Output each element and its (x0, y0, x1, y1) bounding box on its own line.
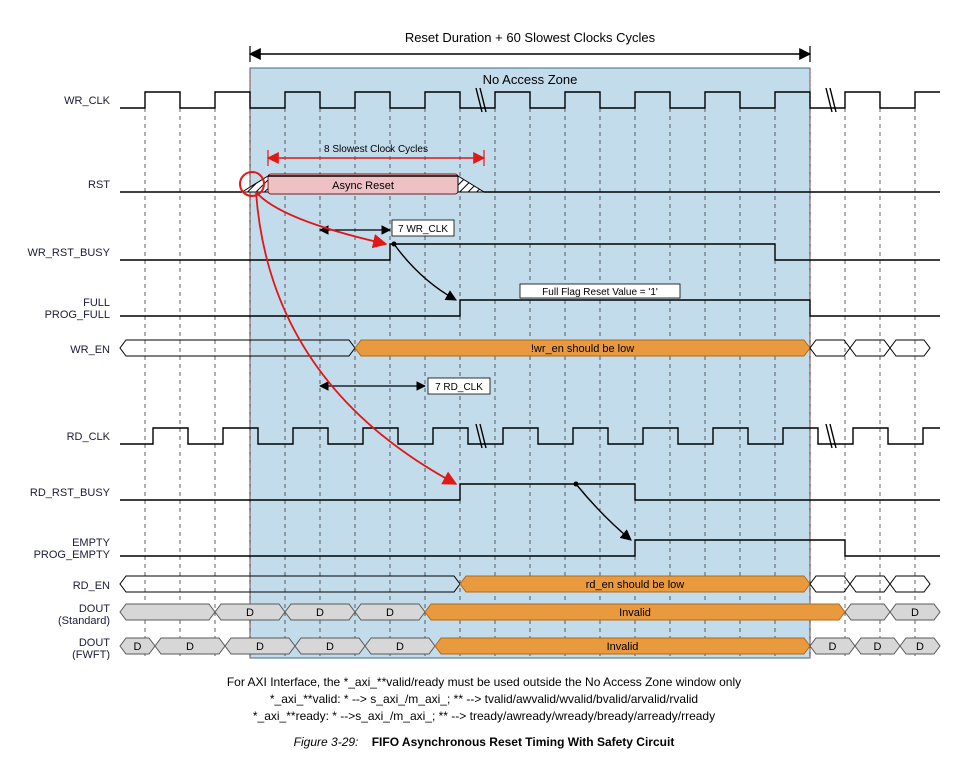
svg-text:D: D (911, 607, 919, 619)
svg-text:D: D (326, 641, 334, 653)
eight-slowest-label: 8 Slowest Clock Cycles (324, 144, 428, 155)
async-reset-label: Async Reset (332, 180, 394, 192)
svg-text:Invalid: Invalid (607, 641, 639, 653)
timing-diagram-svg: Reset Duration + 60 Slowest Clocks Cycle… (20, 20, 948, 660)
signal-label: RST (88, 179, 110, 191)
signal-label: EMPTY (72, 537, 111, 549)
caption-line2: *_axi_**valid: * --> s_axi_/m_axi_; ** -… (20, 691, 948, 708)
svg-text:Invalid: Invalid (619, 607, 651, 619)
svg-text:(FWFT): (FWFT) (72, 649, 110, 660)
svg-text:D: D (386, 607, 394, 619)
signal-label: RD_CLK (67, 431, 111, 443)
no-access-label: No Access Zone (483, 72, 578, 87)
caption-line3: *_axi_**ready: * -->s_axi_/m_axi_; ** --… (20, 708, 948, 725)
signal-label: DOUT (79, 603, 110, 615)
svg-text:PROG_FULL: PROG_FULL (45, 309, 110, 321)
svg-text:D: D (396, 641, 404, 653)
svg-text:D: D (874, 641, 882, 653)
svg-text:D: D (186, 641, 194, 653)
svg-text:(Standard): (Standard) (58, 615, 110, 627)
seven-wrclk-label: 7 WR_CLK (398, 224, 448, 235)
svg-text:D: D (829, 641, 837, 653)
signal-label: RD_EN (73, 580, 110, 592)
full-flag-label: Full Flag Reset Value = '1' (542, 287, 658, 298)
svg-text:D: D (916, 641, 924, 653)
caption-line1: For AXI Interface, the *_axi_**valid/rea… (20, 674, 948, 691)
signal-label: DOUT (79, 637, 110, 649)
signal-label: FULL (83, 297, 110, 309)
seven-rdclk-label: 7 RD_CLK (435, 382, 483, 393)
svg-text:rd_en should be low: rd_en should be low (586, 579, 685, 591)
svg-text:D: D (256, 641, 264, 653)
svg-text:PROG_EMPTY: PROG_EMPTY (34, 549, 111, 561)
figure-title: FIFO Asynchronous Reset Timing With Safe… (372, 735, 675, 749)
svg-text:D: D (134, 641, 142, 653)
reset-duration-label: Reset Duration + 60 Slowest Clocks Cycle… (405, 30, 656, 45)
caption-block: For AXI Interface, the *_axi_**valid/rea… (20, 674, 948, 751)
timing-diagram-container: Reset Duration + 60 Slowest Clocks Cycle… (20, 20, 948, 751)
svg-text:D: D (246, 607, 254, 619)
signal-label: WR_CLK (64, 95, 111, 107)
signal-label: WR_EN (70, 344, 110, 356)
signal-label: RD_RST_BUSY (30, 487, 111, 499)
svg-text:D: D (316, 607, 324, 619)
signal-label: WR_RST_BUSY (27, 247, 110, 259)
svg-text:!wr_en should be low: !wr_en should be low (531, 343, 634, 355)
figure-label: Figure 3-29: (294, 735, 359, 749)
